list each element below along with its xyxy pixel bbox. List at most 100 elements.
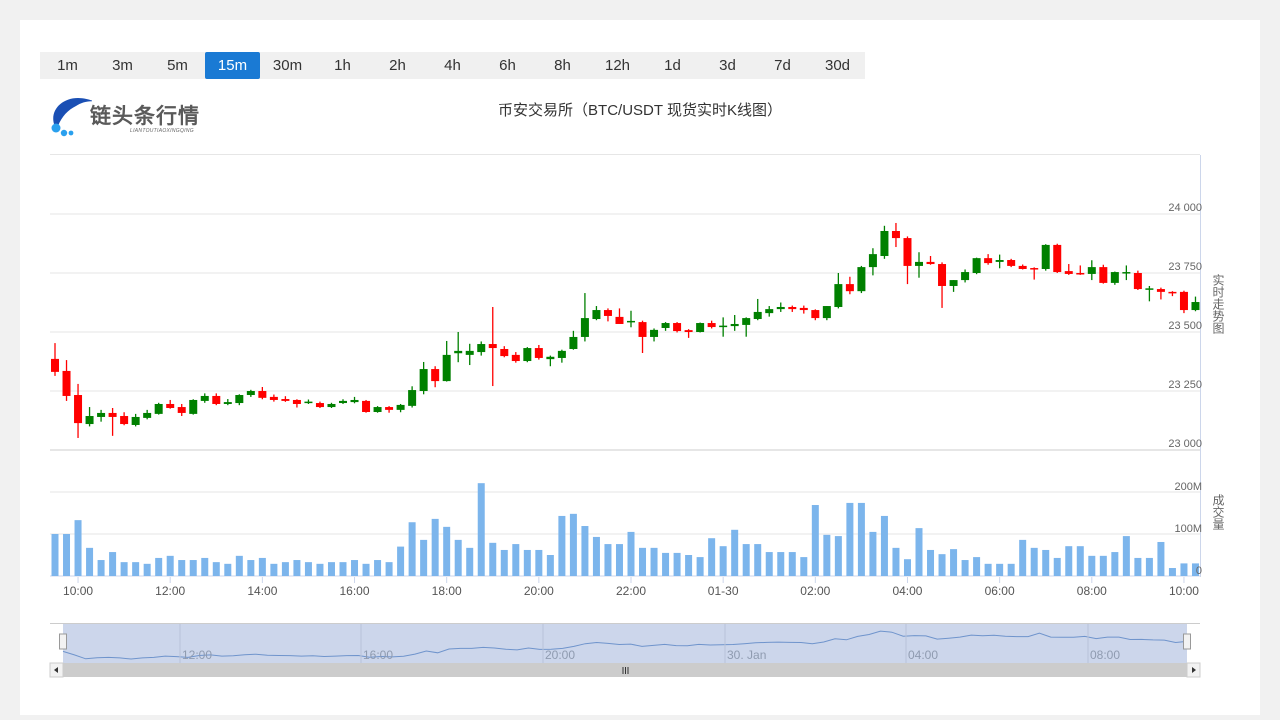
- candle-body: [811, 310, 820, 319]
- tab-30d[interactable]: 30d: [824, 57, 851, 74]
- volume-bar: [362, 563, 370, 576]
- candle-body: [1110, 272, 1119, 283]
- candle-body: [615, 316, 624, 324]
- candle-body: [926, 261, 935, 265]
- volume-bar: [892, 547, 900, 576]
- tab-1h[interactable]: 1h: [334, 57, 351, 74]
- candle-down: [534, 344, 543, 360]
- x-tick-label: 22:00: [616, 584, 646, 598]
- x-tick-label: 14:00: [247, 584, 277, 598]
- candle-body: [200, 395, 209, 401]
- volume-bar: [685, 555, 693, 576]
- volume-bar: [846, 502, 854, 576]
- tab-2h[interactable]: 2h: [389, 57, 406, 74]
- navigator-tick-label: 30. Jan: [727, 648, 766, 662]
- candle-up: [1087, 260, 1096, 281]
- volume-bar: [535, 549, 543, 576]
- candle-up: [546, 355, 555, 367]
- candle-down: [292, 399, 301, 408]
- tab-8h[interactable]: 8h: [554, 57, 571, 74]
- candle-body: [362, 400, 371, 413]
- candle-down: [788, 305, 797, 312]
- navigator-tick-label: 12:00: [182, 648, 212, 662]
- candle-body: [650, 329, 659, 337]
- candle-up: [972, 257, 981, 275]
- volume-bar: [615, 544, 623, 576]
- tab-15m[interactable]: 15m: [205, 52, 260, 79]
- tab-4h[interactable]: 4h: [444, 57, 461, 74]
- candle-body: [765, 309, 774, 314]
- candle-down: [845, 276, 854, 295]
- volume-bar: [281, 562, 289, 576]
- candle-body: [396, 404, 405, 410]
- candle-up: [1145, 285, 1154, 302]
- candle-body: [592, 310, 601, 320]
- candle-down: [281, 396, 290, 402]
- tab-3m[interactable]: 3m: [112, 57, 133, 74]
- candle-body: [442, 354, 451, 382]
- candle-body: [212, 395, 221, 404]
- tab-12h[interactable]: 12h: [604, 57, 631, 74]
- tab-1d[interactable]: 1d: [664, 57, 681, 74]
- volume-bar: [86, 547, 94, 576]
- candle-up: [753, 298, 762, 321]
- candle-body: [1145, 288, 1154, 290]
- candle-body: [511, 354, 520, 362]
- candle-body: [972, 258, 981, 273]
- candle-body: [891, 230, 900, 239]
- x-tick-label: 16:00: [340, 584, 370, 598]
- volume-bar: [51, 534, 59, 576]
- candle-down: [799, 305, 808, 314]
- candle-down: [1007, 258, 1016, 268]
- tab-7d[interactable]: 7d: [774, 57, 791, 74]
- volume-bar: [109, 552, 117, 576]
- candle-down: [1064, 264, 1073, 275]
- candle-down: [62, 360, 71, 401]
- candle-body: [97, 412, 106, 417]
- x-tick-label: 02:00: [800, 584, 830, 598]
- candle-body: [580, 318, 589, 337]
- candle-body: [62, 370, 71, 396]
- candle-body: [454, 350, 463, 354]
- tab-30m[interactable]: 30m: [272, 57, 303, 74]
- candle-up: [327, 402, 336, 408]
- volume-bar: [765, 552, 773, 576]
- volume-tick-label: 100M: [1174, 523, 1202, 535]
- volume-bar: [857, 502, 865, 576]
- candle-body: [154, 403, 163, 414]
- candle-body: [477, 344, 486, 353]
- logo-subtext: LIANTOUTIAOXINGQING: [130, 128, 194, 134]
- volume-bar: [996, 563, 1004, 576]
- tab-6h[interactable]: 6h: [499, 57, 516, 74]
- logo: 链头条行情 LIANTOUTIAOXINGQING: [48, 94, 218, 140]
- volume-bar: [132, 562, 140, 576]
- tab-5m[interactable]: 5m: [167, 57, 188, 74]
- volume-bar: [477, 483, 485, 576]
- volume-bar: [166, 555, 174, 576]
- volume-tick-label: 200M: [1174, 481, 1202, 493]
- candle-body: [292, 399, 301, 404]
- candle-down: [891, 222, 900, 248]
- candle-body: [419, 369, 428, 391]
- candle-down: [315, 401, 324, 408]
- volume-bar: [189, 560, 197, 576]
- candle-body: [315, 403, 324, 408]
- navigator-left-handle[interactable]: [59, 633, 67, 650]
- candle-body: [822, 306, 831, 319]
- volume-bar: [731, 529, 739, 576]
- navigator-right-handle[interactable]: [1183, 633, 1191, 650]
- candle-body: [1087, 267, 1096, 274]
- tab-1m[interactable]: 1m: [57, 57, 78, 74]
- candle-body: [1007, 260, 1016, 266]
- candle-body: [108, 412, 117, 417]
- candle-down: [511, 352, 520, 363]
- candle-up: [627, 310, 635, 328]
- candle-up: [650, 328, 659, 342]
- x-tick-label: 06:00: [985, 584, 1015, 598]
- candle-up: [730, 315, 739, 331]
- candle-up: [339, 399, 347, 404]
- candle-up: [454, 332, 463, 363]
- volume-bar: [1168, 568, 1176, 576]
- tab-3d[interactable]: 3d: [719, 57, 736, 74]
